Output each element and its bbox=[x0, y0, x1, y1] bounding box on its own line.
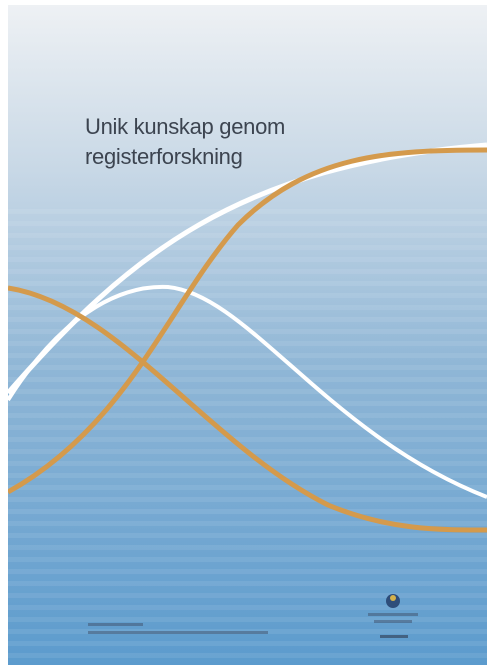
curve-orange-rising bbox=[8, 147, 487, 495]
title-line: registerforskning bbox=[85, 144, 243, 169]
curve-orange-falling bbox=[8, 285, 487, 533]
emblem bbox=[368, 594, 418, 638]
title-line: Unik kunskap genom bbox=[85, 114, 286, 139]
publisher-text bbox=[88, 623, 268, 634]
stripes bbox=[8, 205, 487, 665]
book-cover bbox=[8, 5, 487, 665]
title: Unik kunskap genom registerforskning bbox=[85, 112, 405, 172]
